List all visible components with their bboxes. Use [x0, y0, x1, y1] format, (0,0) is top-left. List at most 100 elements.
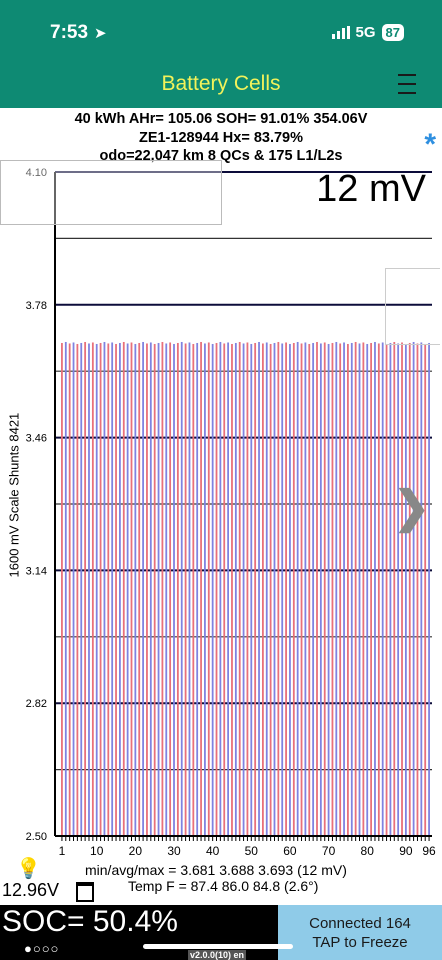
status-time: 7:53: [50, 22, 89, 43]
x-tick-label: 40: [206, 844, 220, 858]
cell-bar: [428, 342, 430, 836]
soc-value: SOC= 50.4%: [2, 905, 178, 938]
cell-bar: [76, 343, 79, 836]
aux-battery-voltage: 12.96V: [2, 880, 60, 900]
cell-bar: [219, 341, 222, 836]
cell-bar: [72, 342, 75, 836]
cell-bar: [412, 341, 415, 836]
x-tick-label: 60: [283, 844, 297, 858]
info-line-capacity: 40 kWh AHr= 105.06 SOH= 91.01% 354.06V: [74, 111, 368, 127]
tap-to-freeze-label: TAP to Freeze: [312, 934, 408, 951]
cell-bar: [207, 342, 210, 836]
cell-bar: [88, 343, 90, 836]
cell-bar: [331, 342, 334, 836]
cell-bar: [246, 342, 249, 836]
status-right: 5G 87: [331, 24, 404, 41]
cell-bar: [99, 342, 102, 836]
cell-bar: [173, 343, 175, 836]
cell-bar: [61, 342, 63, 836]
cell-bar: [265, 342, 268, 836]
calendar-icon[interactable]: [76, 882, 94, 902]
cell-bar: [327, 343, 330, 836]
y-tick-label: 2.82: [26, 698, 47, 710]
cell-bar: [149, 342, 152, 836]
cell-bar: [153, 343, 156, 836]
freeze-button[interactable]: Connected 164 TAP to Freeze: [278, 905, 442, 960]
cell-bar: [323, 342, 326, 836]
cell-bar: [138, 342, 141, 836]
cell-bar: [196, 342, 199, 836]
cell-bar: [261, 343, 264, 836]
page-dots[interactable]: ●○○○: [24, 941, 60, 956]
cell-bar: [404, 343, 407, 836]
cell-bar: [250, 343, 253, 836]
cell-bar: [424, 343, 427, 836]
cell-bar: [200, 341, 202, 836]
cell-bar: [95, 343, 98, 836]
cell-bar: [211, 343, 214, 836]
x-tick-label: 90: [399, 844, 413, 858]
cell-bar: [289, 343, 291, 836]
chevron-right-icon[interactable]: ❯: [393, 483, 430, 532]
cell-bar: [358, 343, 361, 836]
cell-bar: [142, 341, 144, 836]
cell-bar: [176, 342, 179, 836]
y-tick-label: 2.50: [26, 831, 47, 843]
cell-voltage-chart[interactable]: 4.10 3.78 3.46 3.14 2.82 2.50 1 10 20 30 40 50 60 70…: [0, 160, 442, 865]
menu-icon[interactable]: [398, 71, 416, 97]
cell-bar: [420, 342, 423, 836]
cell-bar: [238, 341, 241, 836]
cell-bar: [84, 341, 87, 836]
cell-bar: [316, 341, 318, 836]
cell-bar: [319, 343, 322, 836]
temperature-stats: Temp F = 87.4 86.0 84.8 (2.6°): [128, 878, 319, 894]
cell-bar: [234, 342, 237, 836]
cell-bar: [146, 343, 148, 836]
x-tick-label: 70: [322, 844, 336, 858]
app-bar: Battery Cells: [0, 62, 442, 108]
cell-bar: [188, 342, 191, 836]
cell-bar: [258, 341, 260, 836]
cell-bar: [134, 343, 137, 836]
cell-bar: [107, 343, 110, 836]
cell-bar: [64, 341, 67, 836]
home-indicator[interactable]: [143, 944, 293, 949]
cell-bar: [366, 343, 369, 836]
y-tick-label: 3.78: [26, 300, 47, 312]
cell-bar: [339, 343, 342, 836]
cell-bar: [115, 343, 117, 836]
version-label: v2.0.0(10) en: [188, 950, 247, 960]
cell-bar: [165, 343, 168, 836]
min-avg-max-stats: min/avg/max = 3.681 3.688 3.693 (12 mV): [85, 862, 347, 878]
x-tick-label: 30: [167, 844, 181, 858]
cell-bar: [347, 343, 349, 836]
side-panel-handle[interactable]: [385, 268, 440, 345]
cell-bar: [312, 342, 315, 836]
cell-bar: [292, 342, 295, 836]
cell-bar: [254, 342, 257, 836]
chart-title: 12 mV: [316, 168, 426, 210]
cell-bar: [296, 341, 299, 836]
signal-icon: [331, 26, 350, 39]
bluetooth-asterisk-icon[interactable]: *: [424, 128, 436, 161]
cell-bar: [184, 343, 187, 836]
x-tick-label: 96: [422, 844, 436, 858]
cell-bar: [103, 341, 106, 836]
cell-bar: [401, 342, 403, 836]
cell-bar: [111, 342, 114, 836]
cell-bar: [277, 341, 280, 836]
cell-bar: [335, 341, 338, 836]
cell-bar: [389, 342, 392, 836]
cell-bar: [374, 341, 376, 836]
cell-bar: [122, 341, 125, 836]
cell-bar: [242, 343, 245, 836]
cell-bar: [397, 343, 400, 836]
lightbulb-icon[interactable]: 💡: [16, 858, 41, 880]
cell-bar: [393, 341, 396, 836]
cell-bar: [130, 342, 133, 836]
page-title: Battery Cells: [161, 72, 281, 95]
x-tick-label: 20: [129, 844, 143, 858]
cell-bar: [385, 343, 388, 836]
y-tick-label: 3.46: [26, 433, 47, 445]
cell-bar: [416, 343, 419, 836]
